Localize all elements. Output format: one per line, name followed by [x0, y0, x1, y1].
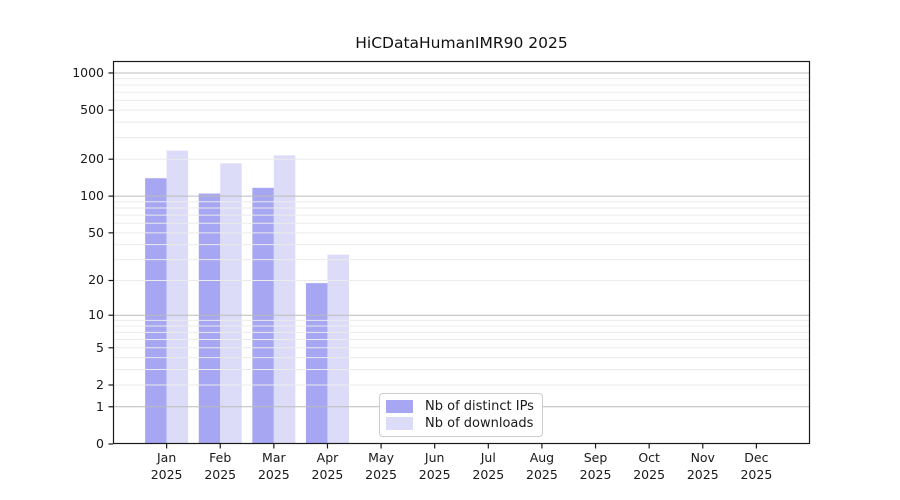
- legend-entry-downloads: Nb of downloads: [386, 416, 533, 431]
- bar-distinct-ips-mar: [252, 187, 274, 445]
- y-tick-label: 1000: [72, 64, 104, 80]
- legend-label-distinct-ips: Nb of distinct IPs: [425, 399, 534, 414]
- x-tick-label-apr: Apr 2025: [311, 450, 344, 482]
- legend-swatch-distinct-ips: [386, 400, 413, 413]
- y-tick-label: 5: [96, 339, 104, 355]
- y-tick-label: 20: [88, 272, 104, 288]
- legend: Nb of distinct IPs Nb of downloads: [379, 393, 543, 437]
- x-tick-label-aug: Aug 2025: [526, 450, 558, 482]
- bar-downloads-jan: [166, 150, 189, 444]
- y-tick-label: 100: [80, 188, 104, 204]
- plot-area: [108, 60, 811, 449]
- bar-distinct-ips-feb: [198, 193, 221, 444]
- x-tick-label-jan: Jan 2025: [150, 450, 183, 482]
- x-tick-label-nov: Nov 2025: [686, 450, 719, 482]
- y-tick-label: 50: [88, 224, 104, 240]
- bar-downloads-feb: [220, 163, 242, 445]
- y-tick-label: 0: [96, 436, 104, 451]
- bar-downloads-apr: [327, 254, 349, 444]
- x-tick-label-mar: Mar 2025: [257, 450, 290, 482]
- x-tick-label-jun: Jun 2025: [418, 450, 451, 482]
- x-tick-label-jul: Jul 2025: [472, 450, 505, 482]
- plot-canvas: [108, 60, 811, 449]
- x-tick-label-dec: Dec 2025: [740, 450, 773, 482]
- x-tick-label-feb: Feb 2025: [204, 450, 237, 482]
- y-tick-label: 2: [96, 377, 104, 392]
- x-tick-label-oct: Oct 2025: [633, 450, 666, 482]
- y-tick-label: 10: [88, 307, 104, 323]
- bar-distinct-ips-jan: [145, 178, 167, 444]
- x-tick-label-sep: Sep 2025: [579, 450, 612, 482]
- chart-title: HiCDataHumanIMR90 2025: [355, 34, 568, 52]
- legend-swatch-downloads: [386, 417, 413, 430]
- y-tick-label: 500: [80, 102, 104, 118]
- legend-label-downloads: Nb of downloads: [425, 416, 534, 431]
- x-tick-label-may: May 2025: [365, 450, 397, 482]
- plot-border: [112, 60, 811, 445]
- legend-entry-distinct-ips: Nb of distinct IPs: [386, 399, 534, 414]
- y-tick-label: 200: [80, 151, 104, 167]
- y-tick-label: 1: [96, 398, 104, 414]
- bar-downloads-mar: [273, 155, 296, 444]
- bar-distinct-ips-apr: [305, 283, 328, 444]
